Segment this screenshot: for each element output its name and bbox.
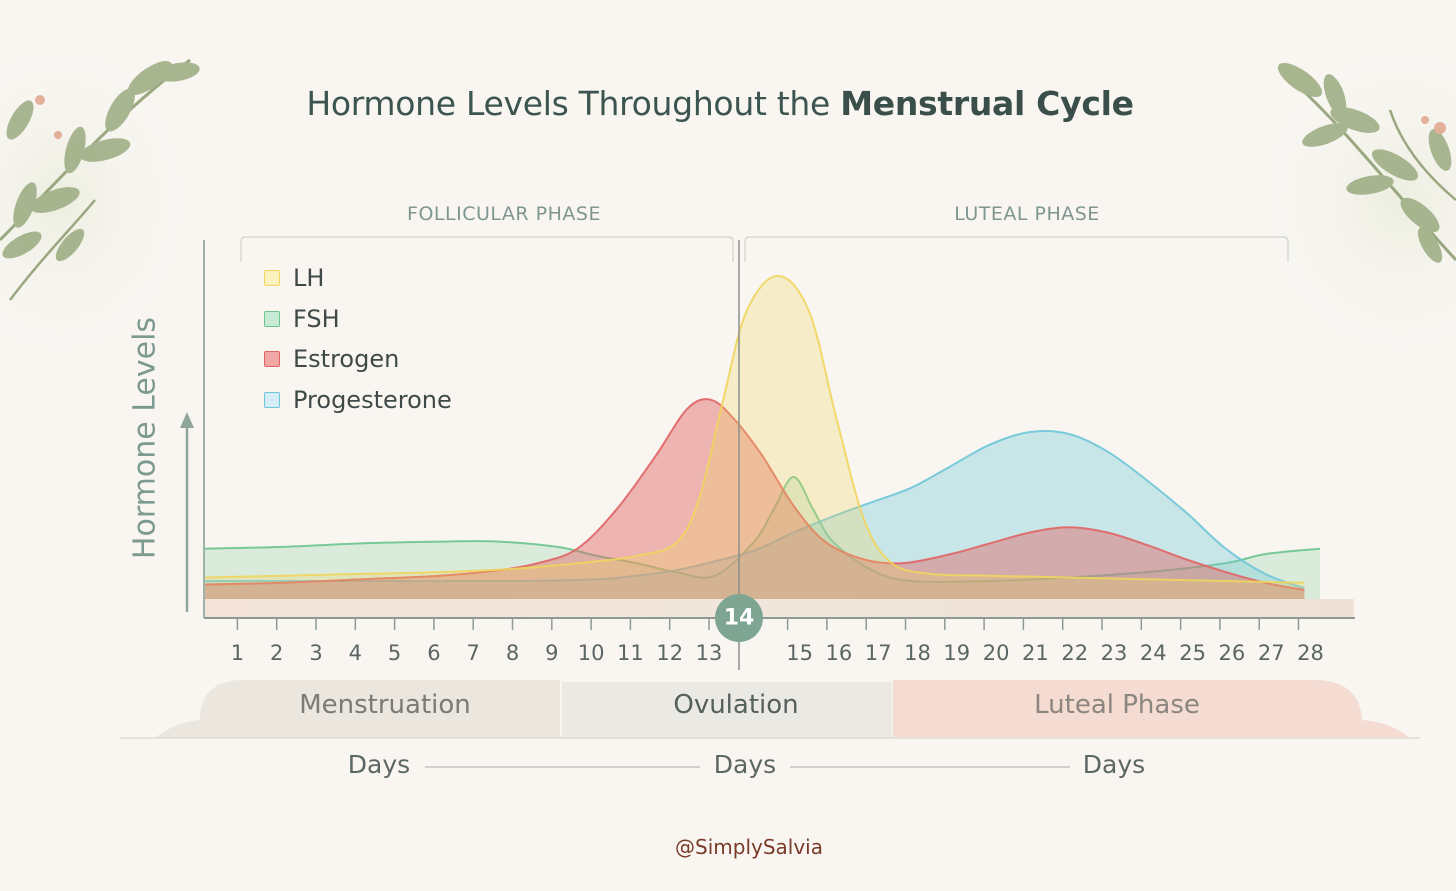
days-label-right: Days <box>1082 750 1146 779</box>
follicular-phase-label: FOLLICULAR PHASE <box>407 203 601 225</box>
series-area-progesterone <box>204 431 1305 599</box>
x-tick-label: 26 <box>1218 641 1246 665</box>
legend-swatch-fsh <box>264 310 280 327</box>
legend-swatch-estrogen <box>264 351 280 368</box>
ovulation-day-badge <box>715 594 763 642</box>
x-tick-label: 12 <box>656 641 684 665</box>
follicular-bracket <box>240 236 734 262</box>
legend-item-estrogen: Estrogen <box>264 339 452 380</box>
band-luteal <box>893 680 1410 738</box>
x-tick-label: 5 <box>387 641 402 665</box>
legend-swatch-progesterone <box>264 391 280 408</box>
x-tick-label: 9 <box>545 641 559 665</box>
x-tick-label: 18 <box>904 641 931 665</box>
y-axis-arrowhead-icon <box>180 412 194 428</box>
luteal-phase-label: LUTEAL PHASE <box>954 203 1100 225</box>
legend-item-lh: LH <box>264 258 452 299</box>
title-prefix: Hormone Levels Throughout the <box>306 84 841 123</box>
legend-label-estrogen: Estrogen <box>293 345 400 374</box>
x-tick-label: 22 <box>1061 641 1089 665</box>
x-tick-label: 15 <box>786 641 813 665</box>
series-line-fsh <box>203 475 1321 583</box>
x-tick-label: 16 <box>825 641 853 665</box>
chart-floor <box>204 599 1354 618</box>
x-tick-label: 8 <box>505 641 520 665</box>
legend-label-fsh: FSH <box>293 304 340 333</box>
series-area-estrogen <box>204 399 1305 599</box>
band-menstruation <box>155 680 560 738</box>
title-emphasis: Menstrual Cycle <box>840 84 1134 123</box>
x-tick-label: 19 <box>943 641 971 665</box>
page-title: Hormone Levels Throughout the Menstrual … <box>0 84 1440 123</box>
watercolor-glow-left <box>0 30 200 370</box>
band-label-luteal: Luteal Phase <box>1034 690 1200 720</box>
x-tick-label: 27 <box>1257 641 1285 665</box>
x-tick-label: 21 <box>1022 641 1049 665</box>
series-layer <box>203 274 1321 599</box>
x-tick-label: 17 <box>864 641 892 665</box>
legend-item-progesterone: Progesterone <box>264 380 452 421</box>
x-tick-label: 25 <box>1179 641 1206 665</box>
x-tick-label: 20 <box>982 641 1010 665</box>
leaf-branch-left-icon <box>0 58 200 301</box>
x-tick-label: 3 <box>309 641 323 665</box>
credit-handle: @SimplySalvia <box>675 835 823 859</box>
x-tick-label: 7 <box>466 641 480 665</box>
legend-label-lh: LH <box>293 264 325 293</box>
x-tick-label: 23 <box>1100 641 1128 665</box>
x-tick-label: 2 <box>270 641 284 665</box>
y-axis-label: Hormone Levels <box>127 316 163 560</box>
legend-swatch-lh <box>264 270 280 287</box>
x-tick-label: 1 <box>230 641 245 665</box>
series-line-lh <box>203 274 1305 584</box>
series-line-progesterone <box>204 430 1305 590</box>
legend-item-fsh: FSH <box>264 299 452 340</box>
series-area-fsh <box>204 476 1321 599</box>
x-tick-label: 28 <box>1297 641 1324 665</box>
watercolor-glow-right <box>1250 30 1456 370</box>
x-tick-label: 4 <box>348 641 362 665</box>
x-tick-label: 11 <box>617 641 644 665</box>
chart-legend: LH FSH Estrogen Progesterone <box>264 258 452 420</box>
x-tick-label: 10 <box>577 641 605 665</box>
x-tick-layer <box>236 618 1300 630</box>
legend-label-progesterone: Progesterone <box>293 385 452 414</box>
ovulation-day-number: 14 <box>723 605 755 631</box>
x-tick-label: 6 <box>427 641 441 665</box>
luteal-bracket <box>744 236 1289 262</box>
band-label-ovulation: Ovulation <box>673 690 799 720</box>
band-ovulation <box>562 682 892 738</box>
x-tick-label: 13 <box>695 641 723 665</box>
band-label-menstruation: Menstruation <box>299 690 471 720</box>
series-area-lh <box>204 275 1305 599</box>
days-label-center: Days <box>713 750 777 779</box>
days-label-left: Days <box>347 750 411 779</box>
leaf-branch-right-icon <box>1277 62 1456 263</box>
x-tick-label: 24 <box>1139 641 1167 665</box>
